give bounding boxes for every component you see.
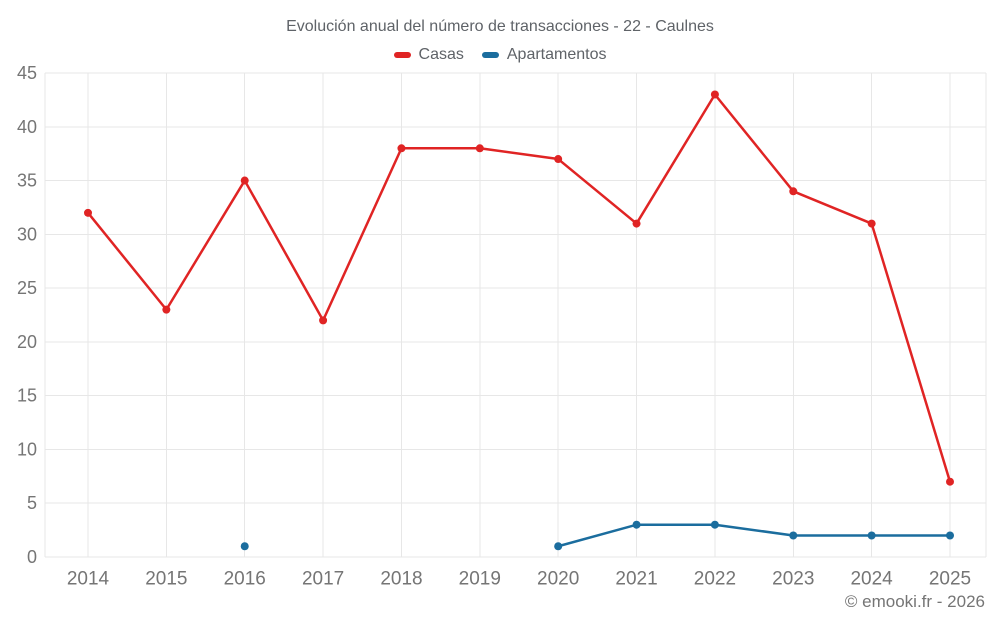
casas-point[interactable] <box>319 316 328 325</box>
x-tick-label: 2025 <box>929 569 971 590</box>
casas-point[interactable] <box>84 208 92 217</box>
y-tick-label: 30 <box>17 224 37 244</box>
x-tick-label: 2015 <box>145 569 187 590</box>
casas-point[interactable] <box>475 144 484 153</box>
chart-title: Evolución anual del número de transaccio… <box>286 18 714 35</box>
casas-point[interactable] <box>240 176 249 185</box>
x-tick-label: 2018 <box>380 569 422 590</box>
y-tick-label: 45 <box>17 63 37 83</box>
y-tick-label: 25 <box>17 278 37 298</box>
casas-point[interactable] <box>162 305 171 314</box>
x-tick-label: 2019 <box>459 569 501 590</box>
casas-legend-label: Casas <box>418 46 464 63</box>
apartamentos-legend-label: Apartamentos <box>506 46 607 63</box>
casas-point[interactable] <box>867 219 876 228</box>
apartamentos-point[interactable] <box>554 542 563 551</box>
apartamentos-point[interactable] <box>946 531 954 540</box>
x-tick-label: 2024 <box>850 569 893 590</box>
apartamentos-point[interactable] <box>710 520 719 529</box>
casas-point[interactable] <box>632 219 641 228</box>
apartamentos-line <box>556 523 952 548</box>
apartamentos-point[interactable] <box>240 542 249 551</box>
x-tick-label: 2016 <box>224 569 266 590</box>
y-tick-label: 0 <box>27 547 37 567</box>
apartamentos-swatch-icon <box>481 52 499 58</box>
x-tick-label: 2023 <box>772 569 814 590</box>
legend-item-casas[interactable]: Casas <box>393 46 464 64</box>
x-tick-label: 2022 <box>694 569 736 590</box>
x-tick-label: 2017 <box>302 569 344 590</box>
x-tick-label: 2021 <box>615 569 657 590</box>
apartamentos-point[interactable] <box>789 531 798 540</box>
y-tick-label: 5 <box>27 493 37 513</box>
apartamentos-point[interactable] <box>867 531 876 540</box>
copyright-text: © emooki.fr - 2026 <box>844 592 985 611</box>
y-tick-label: 35 <box>17 171 37 191</box>
x-tick-label: 2020 <box>537 569 579 590</box>
casas-point[interactable] <box>710 90 719 99</box>
y-tick-label: 10 <box>17 439 37 459</box>
x-tick-label: 2014 <box>67 569 110 590</box>
y-tick-label: 20 <box>17 332 37 352</box>
legend-item-apartamentos[interactable]: Apartamentos <box>481 46 607 64</box>
apartamentos-point[interactable] <box>632 520 641 529</box>
casas-point[interactable] <box>789 187 798 196</box>
casas-line <box>86 93 952 483</box>
casas-swatch-icon <box>393 52 411 58</box>
y-tick-label: 15 <box>17 386 37 406</box>
casas-point[interactable] <box>946 477 954 486</box>
y-tick-label: 40 <box>17 117 37 137</box>
casas-point[interactable] <box>397 144 406 153</box>
casas-point[interactable] <box>554 155 563 164</box>
legend: Casas Apartamentos <box>0 46 1000 64</box>
